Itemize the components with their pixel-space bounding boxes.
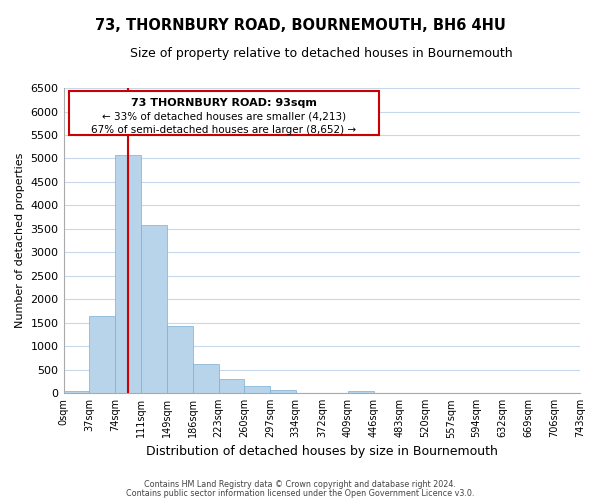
Text: Contains public sector information licensed under the Open Government Licence v3: Contains public sector information licen… <box>126 488 474 498</box>
Bar <box>64 391 89 393</box>
Bar <box>89 316 115 393</box>
Bar <box>115 154 140 393</box>
Bar <box>244 386 270 393</box>
Bar <box>270 390 296 393</box>
Bar <box>348 391 374 393</box>
Y-axis label: Number of detached properties: Number of detached properties <box>15 153 25 328</box>
Bar <box>167 326 193 393</box>
Text: 73 THORNBURY ROAD: 93sqm: 73 THORNBURY ROAD: 93sqm <box>131 98 317 108</box>
Bar <box>140 225 167 393</box>
Text: ← 33% of detached houses are smaller (4,213): ← 33% of detached houses are smaller (4,… <box>101 112 346 122</box>
Text: Contains HM Land Registry data © Crown copyright and database right 2024.: Contains HM Land Registry data © Crown c… <box>144 480 456 489</box>
Bar <box>193 364 218 393</box>
X-axis label: Distribution of detached houses by size in Bournemouth: Distribution of detached houses by size … <box>146 444 498 458</box>
Text: 67% of semi-detached houses are larger (8,652) →: 67% of semi-detached houses are larger (… <box>91 124 356 134</box>
FancyBboxPatch shape <box>69 91 379 136</box>
Bar <box>218 378 244 393</box>
Title: Size of property relative to detached houses in Bournemouth: Size of property relative to detached ho… <box>130 48 513 60</box>
Text: 73, THORNBURY ROAD, BOURNEMOUTH, BH6 4HU: 73, THORNBURY ROAD, BOURNEMOUTH, BH6 4HU <box>95 18 505 32</box>
